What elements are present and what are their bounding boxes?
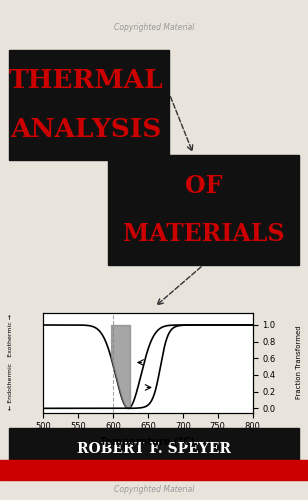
Text: Fraction Transformed: Fraction Transformed <box>296 326 302 400</box>
Bar <box>0 460 308 480</box>
Text: ROBERT F. SPEYER: ROBERT F. SPEYER <box>77 442 231 456</box>
Text: ← Endothermic   Exothermic →: ← Endothermic Exothermic → <box>8 314 13 410</box>
Text: THERMAL: THERMAL <box>9 68 164 94</box>
Bar <box>108 155 299 265</box>
X-axis label: Temperature (°C): Temperature (°C) <box>100 437 195 447</box>
Text: Copyrighted Material: Copyrighted Material <box>114 486 194 494</box>
Text: Copyrighted Material: Copyrighted Material <box>114 23 194 32</box>
Bar <box>9 428 299 470</box>
Text: MATERIALS: MATERIALS <box>123 222 284 246</box>
Text: ANALYSIS: ANALYSIS <box>10 116 162 141</box>
Text: OF: OF <box>184 174 222 198</box>
Bar <box>9 50 169 160</box>
